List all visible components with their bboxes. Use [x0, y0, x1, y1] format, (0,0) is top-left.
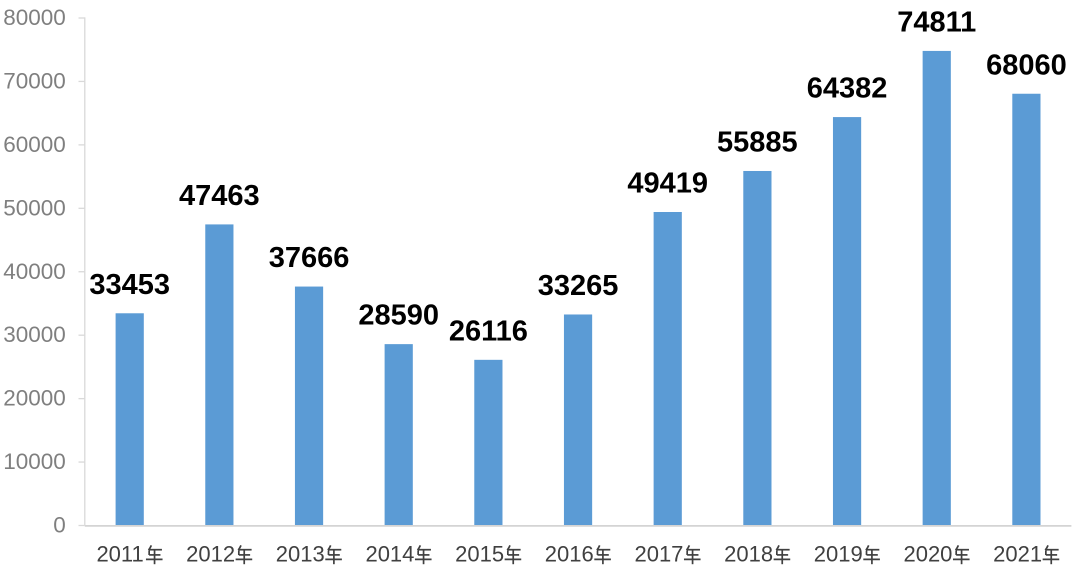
- svg-text:50000: 50000: [3, 195, 66, 220]
- svg-text:40000: 40000: [3, 259, 66, 284]
- svg-text:80000: 80000: [3, 5, 66, 30]
- svg-text:28590: 28590: [358, 300, 439, 332]
- svg-text:2019: 2019: [814, 541, 863, 566]
- svg-text:70000: 70000: [3, 68, 66, 93]
- svg-text:64382: 64382: [807, 73, 888, 105]
- svg-text:30000: 30000: [3, 322, 66, 347]
- svg-text:2016: 2016: [545, 541, 594, 566]
- svg-text:2021: 2021: [993, 541, 1042, 566]
- svg-text:33265: 33265: [538, 270, 619, 302]
- svg-text:74811: 74811: [897, 7, 976, 39]
- svg-text:2012: 2012: [186, 541, 235, 566]
- svg-text:2017: 2017: [634, 541, 683, 566]
- svg-text:0: 0: [53, 513, 66, 538]
- svg-text:55885: 55885: [717, 127, 798, 159]
- svg-text:10000: 10000: [3, 449, 66, 474]
- svg-text:2020: 2020: [903, 541, 952, 566]
- svg-text:2013: 2013: [276, 541, 325, 566]
- svg-text:68060: 68060: [986, 49, 1067, 81]
- svg-text:2015: 2015: [455, 541, 504, 566]
- svg-text:26116: 26116: [449, 315, 528, 347]
- svg-text:47463: 47463: [179, 180, 260, 212]
- svg-text:2014: 2014: [365, 541, 414, 566]
- svg-text:49419: 49419: [627, 168, 708, 200]
- svg-text:2018: 2018: [724, 541, 773, 566]
- svg-text:60000: 60000: [3, 132, 66, 157]
- svg-text:33453: 33453: [89, 269, 170, 301]
- svg-text:2011: 2011: [96, 541, 143, 566]
- svg-text:37666: 37666: [269, 242, 350, 274]
- svg-text:20000: 20000: [3, 386, 66, 411]
